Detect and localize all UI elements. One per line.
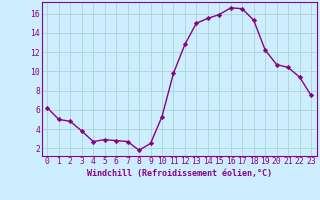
- X-axis label: Windchill (Refroidissement éolien,°C): Windchill (Refroidissement éolien,°C): [87, 169, 272, 178]
